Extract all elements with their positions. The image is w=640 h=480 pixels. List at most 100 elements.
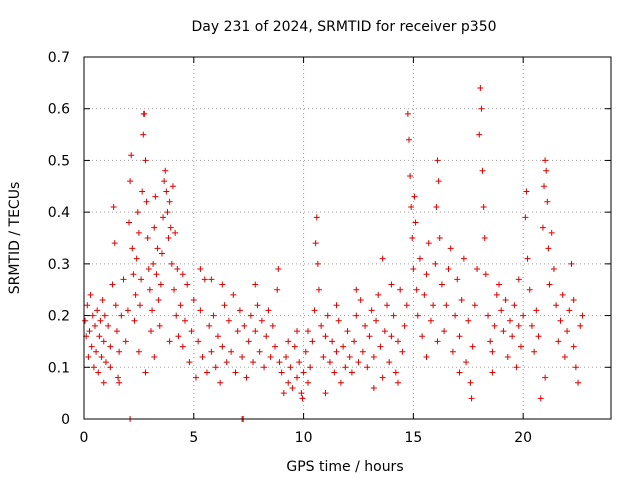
data-point bbox=[404, 110, 411, 117]
plot-frame bbox=[83, 56, 612, 420]
x-tick-label: 5 bbox=[189, 430, 198, 446]
data-point bbox=[548, 229, 555, 236]
data-point bbox=[143, 198, 150, 205]
data-point bbox=[434, 338, 441, 345]
data-point bbox=[449, 348, 456, 355]
data-point bbox=[333, 302, 340, 309]
data-point bbox=[272, 343, 279, 350]
data-point bbox=[544, 198, 551, 205]
data-point bbox=[127, 178, 134, 185]
data-point bbox=[315, 286, 322, 293]
data-point bbox=[557, 317, 564, 324]
data-point bbox=[443, 302, 450, 309]
data-point bbox=[489, 348, 496, 355]
data-point bbox=[241, 322, 248, 329]
x-tick-label: 15 bbox=[404, 430, 422, 446]
data-point bbox=[577, 322, 584, 329]
data-point bbox=[101, 312, 108, 319]
data-point bbox=[555, 338, 562, 345]
data-point bbox=[314, 260, 321, 267]
data-point bbox=[456, 369, 463, 376]
data-point bbox=[513, 364, 520, 371]
data-point bbox=[171, 286, 178, 293]
data-point bbox=[109, 281, 116, 288]
data-point bbox=[161, 178, 168, 185]
y-tick-labels: 0 0.1 0.2 0.3 0.4 0.5 0.6 0.7 bbox=[48, 50, 70, 428]
data-point bbox=[129, 245, 136, 252]
data-point bbox=[175, 333, 182, 340]
data-point bbox=[182, 317, 189, 324]
y-tick-label: 0.6 bbox=[48, 102, 70, 118]
y-tick-label: 0.5 bbox=[48, 153, 70, 169]
data-point bbox=[154, 245, 161, 252]
data-point bbox=[381, 328, 388, 335]
data-point bbox=[342, 364, 349, 371]
data-point bbox=[454, 276, 461, 283]
data-point bbox=[172, 229, 179, 236]
data-point bbox=[155, 297, 162, 304]
data-point bbox=[94, 307, 101, 314]
y-tick-label: 0.2 bbox=[48, 309, 70, 325]
data-point bbox=[331, 369, 338, 376]
data-point bbox=[199, 353, 206, 360]
data-point bbox=[320, 353, 327, 360]
data-point bbox=[403, 302, 410, 309]
data-point bbox=[545, 245, 552, 252]
data-point bbox=[312, 240, 319, 247]
data-point bbox=[322, 333, 329, 340]
data-point bbox=[221, 302, 228, 309]
data-point bbox=[98, 353, 105, 360]
data-point bbox=[243, 374, 250, 381]
data-point bbox=[169, 183, 176, 190]
data-point bbox=[353, 312, 360, 319]
data-point bbox=[467, 379, 474, 386]
data-point bbox=[291, 343, 298, 350]
data-point bbox=[197, 266, 204, 273]
data-point bbox=[412, 219, 419, 226]
data-point bbox=[561, 353, 568, 360]
data-point bbox=[399, 348, 406, 355]
data-point bbox=[368, 307, 375, 314]
data-point bbox=[511, 302, 518, 309]
data-point bbox=[141, 110, 148, 117]
data-point bbox=[115, 374, 122, 381]
data-point bbox=[107, 343, 114, 350]
data-point bbox=[177, 302, 184, 309]
data-point bbox=[388, 333, 395, 340]
data-point bbox=[166, 198, 173, 205]
data-point bbox=[409, 235, 416, 241]
data-point bbox=[131, 317, 138, 324]
data-point bbox=[333, 348, 340, 355]
data-point bbox=[299, 395, 306, 402]
data-point bbox=[298, 390, 305, 397]
data-point bbox=[397, 286, 404, 293]
y-axis-label: SRMTID / TECUs bbox=[7, 182, 23, 295]
data-point bbox=[167, 224, 174, 231]
data-point bbox=[322, 390, 329, 397]
data-point bbox=[568, 260, 575, 267]
data-point bbox=[570, 343, 577, 350]
data-point bbox=[210, 312, 217, 319]
data-point bbox=[116, 348, 123, 355]
data-point bbox=[493, 291, 500, 298]
data-point bbox=[91, 322, 98, 329]
data-point bbox=[465, 317, 472, 324]
data-point bbox=[280, 390, 287, 397]
data-point bbox=[152, 193, 159, 200]
data-point bbox=[208, 348, 215, 355]
data-point bbox=[481, 235, 488, 241]
data-point bbox=[359, 348, 366, 355]
data-point bbox=[447, 245, 454, 252]
data-point bbox=[142, 369, 149, 376]
y-tick-label: 0.4 bbox=[48, 205, 70, 221]
data-point bbox=[435, 178, 442, 185]
data-point bbox=[430, 302, 437, 309]
data-point bbox=[370, 384, 377, 391]
x-tick-labels: 0 5 10 15 20 bbox=[80, 430, 533, 446]
data-point bbox=[140, 131, 147, 138]
data-point bbox=[337, 379, 344, 386]
data-point bbox=[423, 271, 430, 278]
data-point bbox=[163, 188, 170, 195]
data-point bbox=[572, 364, 579, 371]
data-point bbox=[197, 307, 204, 314]
